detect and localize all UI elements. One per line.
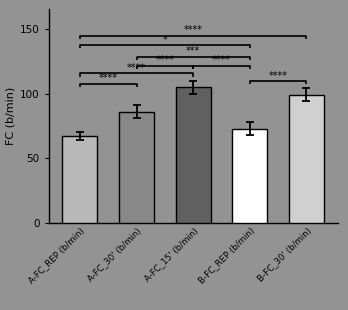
- Text: ****: ****: [99, 73, 118, 83]
- Y-axis label: FC (b/min): FC (b/min): [6, 87, 16, 145]
- Text: ****: ****: [184, 25, 203, 35]
- Bar: [232, 129, 267, 223]
- Text: ****: ****: [127, 63, 146, 73]
- Bar: [176, 87, 211, 223]
- Text: ****: ****: [155, 55, 174, 65]
- Text: ****: ****: [269, 71, 287, 81]
- Text: *: *: [163, 34, 167, 45]
- Text: ****: ****: [212, 55, 231, 65]
- Text: ***: ***: [186, 46, 200, 56]
- Bar: [289, 95, 324, 223]
- Bar: [119, 112, 154, 223]
- Bar: [62, 136, 97, 223]
